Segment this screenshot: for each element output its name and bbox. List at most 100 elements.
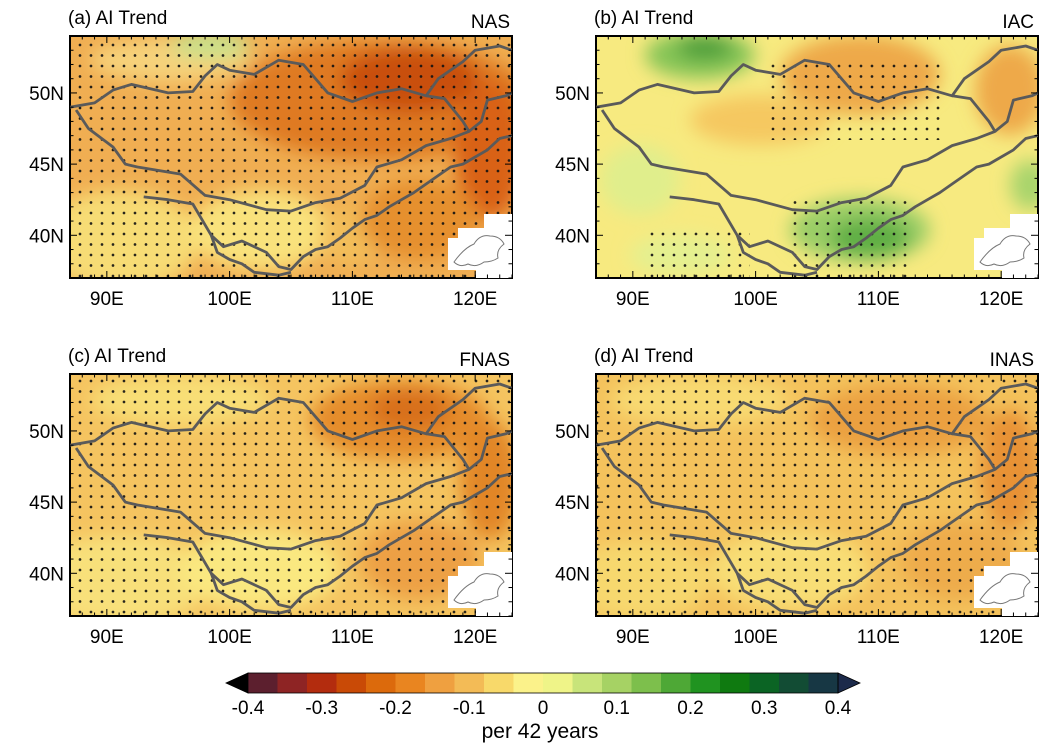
border-line [74,432,471,551]
x-tick-label: 120E [979,627,1023,648]
x-tick-label: 90E [616,627,650,648]
panel-a-axes: 90E 100E 110E 120E 50N 45N 40N [29,35,513,310]
colorbar-swatch [720,673,750,693]
x-tick-label: 90E [90,627,124,648]
x-tick-label: 110E [331,627,374,648]
x-tick-label: 100E [207,627,251,648]
map-overlays [70,44,1038,616]
border-line [70,382,512,447]
border-line [994,429,1038,471]
axes: 90E 100E 110E 120E 50N 45N 40N 90E 100E 110E 120E 5… [29,35,1039,648]
x-tick-label: 90E [90,289,124,310]
y-tick-label: 50N [555,84,590,105]
panel-c-title: (c) AI Trend [68,346,166,367]
colorbar-tick-label: -0.4 [232,698,265,719]
colorbar-swatch [602,673,632,693]
colorbar-swatch [366,673,396,693]
colorbar-swatch [484,673,514,693]
colorbar-swatch [808,673,839,693]
colorbar-swatch [749,673,780,693]
panel-c-label: FNAS [459,350,510,371]
colorbar-swatch [395,673,426,693]
x-tick-label: 90E [616,289,650,310]
panel-a-borders [70,44,512,277]
colorbar-swatch [572,673,603,693]
colorbar-swatch [513,673,544,693]
panel-b-title: (b) AI Trend [594,8,693,29]
colorbar-swatch [543,673,573,693]
colorbar-swatch [631,673,662,693]
colorbar-swatch [690,673,721,693]
panel-d: (d) AI Trend INAS [594,346,1039,617]
colorbar-swatch [277,673,308,693]
panel-b-label: IAC [1002,12,1034,33]
panel-d-title: (d) AI Trend [594,346,693,367]
panel-c: (c) AI Trend FNAS [68,346,513,617]
border-line [600,432,997,551]
inset-map [448,552,512,616]
y-tick-label: 40N [29,564,64,585]
y-tick-label: 40N [29,226,64,247]
border-line [994,91,1038,133]
colorbar-swatch [661,673,691,693]
y-tick-label: 40N [555,564,590,585]
x-tick-label: 120E [979,289,1023,310]
panel-d-map [596,374,1038,616]
colorbar-swatch [454,673,485,693]
panel-d-borders [596,382,1038,615]
y-tick-label: 45N [29,493,64,514]
border-line [143,134,512,271]
x-tick-label: 110E [857,627,900,648]
border-line [70,44,512,109]
panel-a-map [70,36,512,278]
border-line [669,134,1038,271]
colorbar-swatch [307,673,337,693]
colorbar-tick-label: 0 [538,698,549,719]
panel-d-label: INAS [990,350,1034,371]
x-tick-label: 100E [733,289,777,310]
panel-b: (b) AI Trend IAC [594,8,1039,279]
inset-map [448,214,512,278]
colorbar-swatch [248,673,278,693]
y-tick-label: 45N [555,493,590,514]
panel-b-axes: 90E 100E 110E 120E 50N 45N 40N [555,35,1039,310]
colorbar: -0.4 -0.3 -0.2 -0.1 0 0.1 0.2 0.3 0.4 [225,672,861,719]
border-line [669,472,1038,609]
y-tick-label: 50N [555,422,590,443]
colorbar-tick-label: 0.1 [604,698,630,719]
panel-a: (a) AI Trend NAS [68,8,513,279]
colorbar-high-arrow [837,672,861,694]
panel-b-map [596,36,1038,278]
colorbar-swatch [336,673,367,693]
colorbar-swatch [779,673,809,693]
colorbar-label: per 42 years [482,720,599,743]
y-tick-label: 45N [29,155,64,176]
x-tick-label: 100E [207,289,251,310]
panel-c-axes: 90E 100E 110E 120E 50N 45N 40N [29,373,513,648]
colorbar-low-arrow [225,672,249,694]
inset-map [974,214,1038,278]
border-line [143,472,512,609]
x-tick-label: 100E [733,627,777,648]
colorbar-tick-label: -0.2 [379,698,412,719]
x-tick-label: 110E [857,289,900,310]
colorbar-tick-label: 0.3 [751,698,777,719]
colorbar-tick-label: -0.1 [453,698,486,719]
x-tick-label: 110E [331,289,374,310]
y-tick-label: 50N [29,84,64,105]
colorbar-tick-label: 0.4 [825,698,852,719]
colorbar-tick-label: -0.3 [305,698,338,719]
x-tick-label: 120E [453,289,497,310]
y-tick-label: 50N [29,422,64,443]
panel-a-title: (a) AI Trend [68,8,167,29]
inset-map [974,552,1038,616]
panel-d-axes: 90E 100E 110E 120E 50N 45N 40N [555,373,1039,648]
panel-a-label: NAS [471,12,510,33]
y-tick-label: 45N [555,155,590,176]
y-tick-label: 40N [555,226,590,247]
border-line [468,91,512,133]
border-line [600,94,997,213]
colorbar-swatch [425,673,455,693]
border-line [596,382,1038,447]
